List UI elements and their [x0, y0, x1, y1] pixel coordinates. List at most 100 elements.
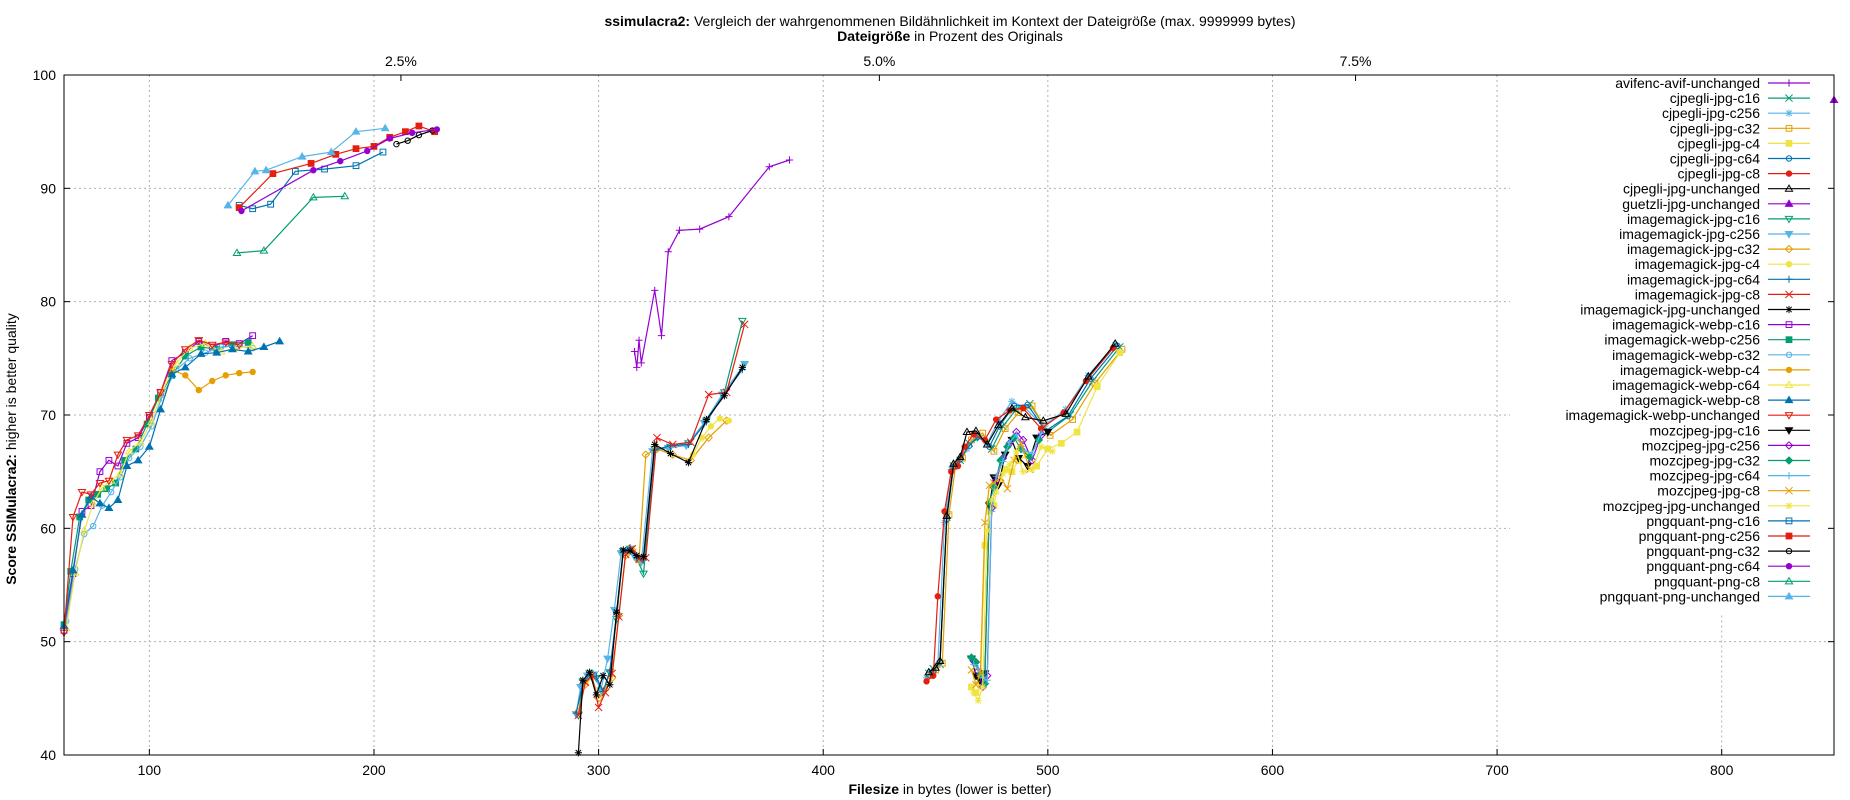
y-axis-label: Score SSIMulacra2: higher is better qual…: [3, 313, 19, 585]
data-point: [992, 472, 1000, 480]
data-point: [934, 593, 941, 600]
data-point: [77, 489, 87, 497]
data-point: [579, 676, 587, 684]
data-point: [1012, 447, 1020, 455]
data-point: [352, 145, 360, 153]
legend-label: imagemagick-jpg-c64: [1627, 271, 1760, 287]
legend-marker: [1785, 170, 1793, 177]
data-point: [962, 427, 972, 436]
legend-marker: [1784, 412, 1794, 420]
data-point: [113, 451, 123, 460]
data-point: [1110, 339, 1120, 347]
data-point: [971, 426, 981, 434]
series-line: [238, 125, 435, 209]
data-point: [351, 127, 361, 135]
series-imagemagick-webp-unchanged: [59, 337, 244, 638]
legend-entry: imagemagick-jpg-c256: [1619, 226, 1810, 242]
data-point: [167, 369, 177, 378]
data-point: [686, 438, 695, 447]
data-point: [249, 368, 256, 376]
series-avifenc-avif-unchanged: [630, 156, 794, 371]
legend-marker: [1785, 366, 1793, 374]
data-point: [740, 320, 749, 329]
data-point: [291, 167, 299, 175]
legend-entry: mozcjpeg-jpg-c8: [1657, 483, 1810, 499]
data-point: [379, 148, 387, 156]
series-line: [928, 343, 1116, 673]
series-line: [63, 335, 254, 631]
data-point: [415, 122, 423, 130]
data-point: [1037, 429, 1045, 437]
data-point: [218, 343, 225, 351]
data-point: [999, 457, 1007, 466]
legend-entry: imagemagick-jpg-c8: [1635, 286, 1810, 302]
data-point: [86, 491, 96, 499]
data-point: [737, 317, 747, 326]
legend-label: imagemagick-webp-c4: [1620, 362, 1760, 378]
y-tick-label: 40: [40, 747, 56, 763]
data-point: [1073, 428, 1081, 436]
y-tick-label: 90: [40, 180, 56, 196]
x-axis-label-bold: Filesize: [848, 781, 899, 797]
legend-marker: [1784, 576, 1794, 585]
data-point: [633, 363, 641, 371]
legend-label: pngquant-png-c32: [1646, 543, 1760, 559]
data-point: [88, 498, 98, 507]
series-line: [926, 344, 1116, 679]
legend-label: cjpegli-jpg-c4: [1678, 135, 1761, 151]
series-imagemagick-jpg-c8: [574, 320, 749, 720]
data-point: [96, 468, 104, 476]
legend: avifenc-avif-unchangedcjpegli-jpg-c16cjp…: [1565, 75, 1810, 604]
data-point: [95, 479, 105, 488]
series-imagemagick-webp-c4: [168, 366, 256, 394]
series-line: [973, 432, 1042, 682]
data-point: [924, 667, 934, 676]
x-axis-label-rest: in bytes (lower is better): [899, 781, 1052, 797]
data-point: [586, 668, 594, 676]
data-point: [180, 362, 190, 371]
data-point: [970, 689, 978, 697]
data-point: [90, 522, 97, 530]
x2-axis-label-bold: Dateigröße: [837, 28, 910, 44]
data-point: [113, 495, 123, 504]
data-point: [1019, 468, 1027, 476]
data-point: [1093, 383, 1101, 391]
data-point: [115, 469, 125, 477]
legend-label: imagemagick-webp-c8: [1620, 392, 1760, 408]
legend-entry: imagemagick-jpg-c4: [1635, 256, 1810, 272]
legend-label: imagemagick-webp-c256: [1604, 332, 1760, 348]
y-tick-label: 50: [40, 634, 56, 650]
data-point: [720, 392, 728, 400]
data-point: [250, 166, 260, 175]
x2-axis-label: Dateigröße in Prozent des Originals: [837, 28, 1063, 44]
legend-marker: [1785, 547, 1793, 555]
legend-label: mozcjpeg-jpg-c16: [1650, 422, 1761, 438]
data-point: [393, 140, 400, 148]
data-point: [967, 653, 976, 662]
data-point: [992, 488, 1000, 496]
data-point: [137, 443, 144, 450]
data-point: [133, 432, 143, 440]
legend-entry: mozcjpeg-jpg-c64: [1650, 468, 1810, 484]
data-point: [1043, 428, 1053, 437]
series-cjpegli-jpg-c32: [927, 345, 1126, 680]
data-point: [86, 492, 96, 500]
legend-entry: imagemagick-jpg-c64: [1627, 271, 1810, 287]
legend-label: imagemagick-jpg-c8: [1635, 286, 1760, 302]
data-point: [949, 459, 958, 467]
data-point: [386, 135, 393, 142]
legend-label: mozcjpeg-jpg-c32: [1650, 453, 1761, 469]
data-point: [182, 372, 189, 379]
legend-marker: [1785, 472, 1793, 480]
legend-label: imagemagick-webp-c16: [1612, 317, 1760, 333]
x-tick-label: 700: [1485, 762, 1509, 778]
data-point: [104, 503, 114, 511]
legend-label: imagemagick-jpg-c16: [1627, 211, 1760, 227]
data-point: [227, 344, 237, 353]
data-point: [785, 156, 794, 164]
x-tick-label: 100: [138, 762, 162, 778]
legend-entry: pngquant-png-c16: [1646, 513, 1810, 529]
data-point: [1028, 402, 1036, 410]
data-point: [639, 570, 648, 579]
legend-entry: cjpegli-jpg-c32: [1670, 120, 1810, 136]
